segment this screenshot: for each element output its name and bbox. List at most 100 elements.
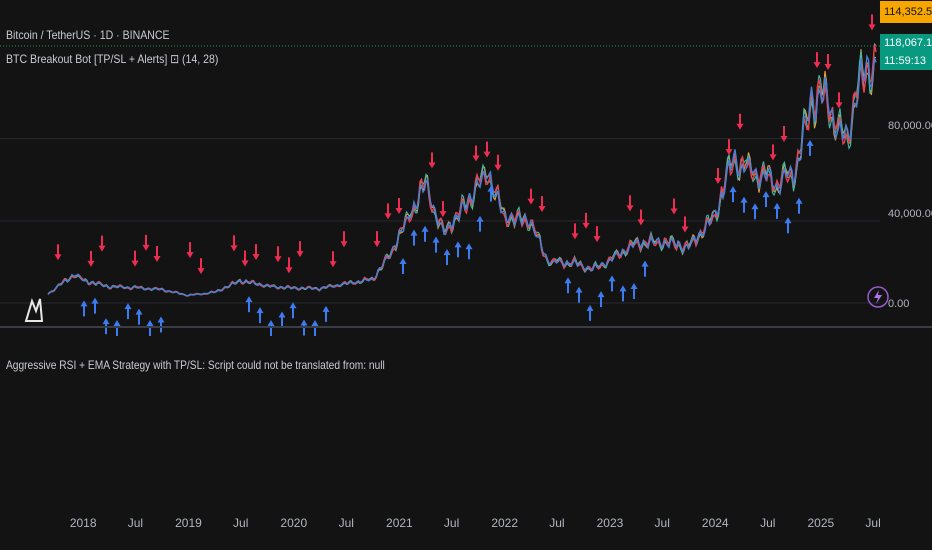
sell-arrow (813, 52, 821, 69)
x-tick-label: 2018 (69, 516, 97, 530)
buy-arrow (91, 297, 99, 314)
x-tick-label: Jul (654, 516, 670, 530)
sell-arrow (571, 223, 579, 240)
buy-arrow (421, 225, 429, 242)
buy-arrow (245, 296, 253, 313)
buy-arrow (608, 275, 616, 292)
buy-arrow (410, 229, 418, 246)
sell-arrow (780, 125, 788, 142)
sell-arrow (835, 92, 843, 109)
buy-arrow (322, 305, 330, 322)
buy-arrow (157, 316, 165, 333)
x-tick-label: Jul (549, 516, 565, 530)
sell-arrow (186, 242, 194, 259)
sell-arrow (769, 144, 777, 161)
strategy-status-text: Aggressive RSI + EMA Strategy with TP/SL… (6, 358, 385, 372)
lightning-alert-icon[interactable] (867, 286, 889, 308)
x-tick-label: Jul (127, 516, 144, 530)
x-tick-label: 2019 (175, 516, 202, 530)
sell-arrow (725, 139, 733, 156)
buy-arrow (278, 311, 286, 328)
sell-arrow (494, 154, 502, 171)
buy-arrow (729, 186, 737, 203)
buy-arrow (795, 197, 803, 214)
buy-arrow (762, 191, 770, 208)
buy-arrow (641, 260, 649, 277)
buy-arrow (454, 241, 462, 258)
sell-arrow (340, 231, 348, 248)
buy-arrow (487, 185, 495, 202)
buy-arrow (135, 308, 143, 325)
sell-arrow (736, 113, 744, 130)
sell-arrow (439, 201, 447, 218)
sell-arrow (868, 14, 876, 31)
series-line (47, 53, 877, 297)
y-tick-40000: 40,000.00 (888, 208, 932, 220)
buy-arrow (476, 215, 484, 232)
sell-arrow (395, 197, 403, 214)
y-tick-80000: 80,000.00 (888, 120, 932, 132)
sell-arrow (274, 246, 282, 263)
indicator-title[interactable]: BTC Breakout Bot [TP/SL + Alerts] ⊡ (14,… (6, 52, 219, 66)
x-tick-label: 2023 (596, 516, 624, 530)
buy-arrow (575, 286, 583, 303)
sell-arrow (373, 231, 381, 248)
buy-arrow (564, 277, 572, 294)
signal-arrows (54, 14, 876, 336)
buy-arrow (773, 202, 781, 219)
buy-arrow (586, 304, 594, 321)
sell-arrow (230, 235, 238, 252)
x-tick-label: 2021 (386, 516, 413, 530)
sell-arrow (285, 257, 293, 274)
sell-arrow (637, 209, 645, 226)
sell-arrow (527, 188, 535, 205)
buy-arrow (784, 217, 792, 234)
sell-arrow (582, 212, 590, 229)
sell-arrow (142, 234, 150, 251)
x-tick-label: Jul (233, 516, 249, 530)
sell-arrow (197, 258, 205, 275)
buy-arrow (465, 243, 473, 260)
sell-arrow (54, 244, 62, 261)
x-tick-label: 2024 (701, 516, 729, 530)
sell-arrow (593, 226, 601, 243)
symbol-title[interactable]: Bitcoin / TetherUS · 1D · BINANCE (6, 28, 170, 42)
high-price-label: 114,352.59 (880, 1, 932, 23)
sell-arrow (87, 250, 95, 267)
buy-arrow (256, 307, 264, 324)
sell-arrow (428, 152, 436, 169)
sell-arrow (252, 244, 260, 261)
buy-arrow (619, 285, 627, 302)
countdown-label: 11:59:13 (880, 52, 932, 70)
sell-arrow (296, 241, 304, 258)
sell-arrow (98, 235, 106, 252)
buy-arrow (432, 236, 440, 253)
sell-arrow (329, 251, 337, 268)
sell-arrow (153, 246, 161, 263)
sell-arrow (483, 141, 491, 158)
sell-arrow (681, 216, 689, 233)
sell-arrow (472, 145, 480, 162)
x-tick-label: Jul (865, 516, 881, 530)
x-tick-label: 2020 (280, 516, 308, 530)
buy-arrow (289, 302, 297, 319)
sell-arrow (670, 198, 678, 215)
buy-arrow (806, 139, 814, 156)
x-tick-label: Jul (760, 516, 776, 530)
tradingview-logo-icon (24, 297, 44, 322)
x-tick-label: 2022 (491, 516, 519, 530)
buy-arrow (740, 196, 748, 213)
sell-arrow (131, 250, 139, 267)
x-tick-label: 2025 (807, 516, 835, 530)
buy-arrow (630, 282, 638, 299)
x-tick-label: Jul (338, 516, 354, 530)
buy-arrow (751, 203, 759, 220)
sell-arrow (538, 196, 546, 213)
buy-arrow (399, 258, 407, 275)
last-price-label: 118,067.15 (880, 34, 932, 52)
price-series[interactable] (47, 42, 877, 297)
y-tick-0: 0.00 (888, 298, 910, 310)
sell-arrow (626, 195, 634, 212)
x-tick-label: Jul (443, 516, 460, 530)
